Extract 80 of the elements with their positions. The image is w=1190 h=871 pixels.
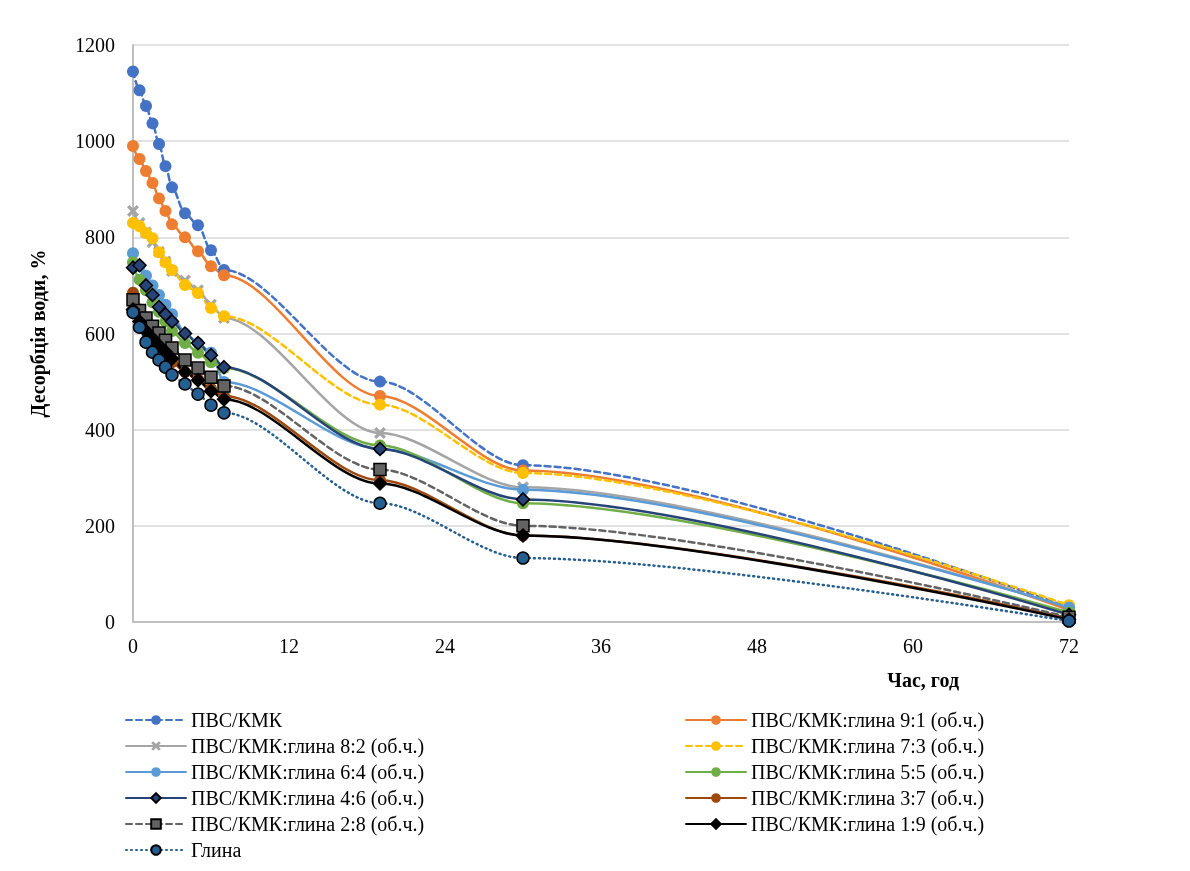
point [146,232,159,245]
point [372,476,388,491]
point [159,204,172,217]
legend-label: ПВС/КМК:глина 6:4 (об.ч.) [191,761,425,784]
point [218,269,230,282]
point [216,392,232,407]
x-tick-label: 48 [747,635,767,657]
point [205,302,217,315]
legend-label: ПВС/КМК:глина 8:2 (об.ч.) [191,735,425,758]
point [153,192,165,205]
point [146,117,159,130]
legend-label: ПВС/КМК:глина 9:1 (об.ч.) [751,709,985,732]
point [374,375,386,388]
point [204,398,218,412]
point [166,181,178,194]
point [138,278,154,293]
legend-label: ПВС/КМК:глина 2:8 (об.ч.) [191,813,425,836]
point [179,207,191,220]
point [191,387,205,401]
point [151,299,167,315]
point [205,244,217,257]
x-axis-title: Час, год [887,669,959,691]
point [164,314,180,329]
point [140,100,152,113]
point [515,492,531,507]
point [139,335,153,349]
point [203,383,219,399]
point [192,219,204,232]
legend-label: ПВС/КМК:глина 4:6 (об.ч.) [191,787,425,810]
legend-label: ПВС/КМК:глина 5:5 (об.ч.) [751,761,985,784]
point [159,160,172,173]
point [165,368,179,382]
point [127,65,139,78]
legend-label: ПВС/КМК:глина 7:3 (об.ч.) [751,735,985,758]
y-tick-label: 400 [85,418,115,441]
y-axis-title: Десорбція води, % [27,249,50,418]
x-tick-label: 36 [591,635,611,657]
legend-label: ПВС/КМК [191,709,283,731]
y-tick-label: 1200 [75,34,115,56]
point [179,278,191,291]
point [179,231,191,244]
point [191,361,205,375]
point [203,347,219,363]
point [373,462,387,477]
y-tick-label: 200 [85,514,115,537]
point [127,204,139,217]
point [164,351,180,366]
point [146,177,159,189]
point [132,320,147,334]
point [374,398,386,411]
point [192,346,204,359]
x-tick-label: 12 [279,635,299,657]
point [133,152,146,165]
point [217,379,231,393]
x-tick-label: 24 [435,635,455,657]
y-tick-label: 800 [85,226,115,249]
point [192,245,204,258]
x-tick-label: 60 [903,635,923,657]
point [153,138,165,151]
point [373,496,387,510]
x-tick-label: 0 [128,635,138,657]
point [205,260,217,273]
y-tick-label: 1000 [75,130,115,153]
x-tick-label: 72 [1059,635,1079,657]
point [178,377,192,391]
point [217,406,231,420]
point [374,427,386,440]
point [178,353,192,367]
point [145,287,160,303]
y-tick-label: 600 [85,322,115,345]
legend-label: ПВС/КМК:глина 3:7 (об.ч.) [751,787,985,810]
point [127,139,139,152]
point [204,370,218,385]
y-tick-label: 0 [105,611,115,633]
point [133,84,146,97]
legend-label: ПВС/КМК:глина 1:9 (об.ч.) [751,813,985,836]
point [516,551,530,565]
legend-label: Глина [191,839,242,861]
point [140,164,152,177]
point [166,218,178,231]
